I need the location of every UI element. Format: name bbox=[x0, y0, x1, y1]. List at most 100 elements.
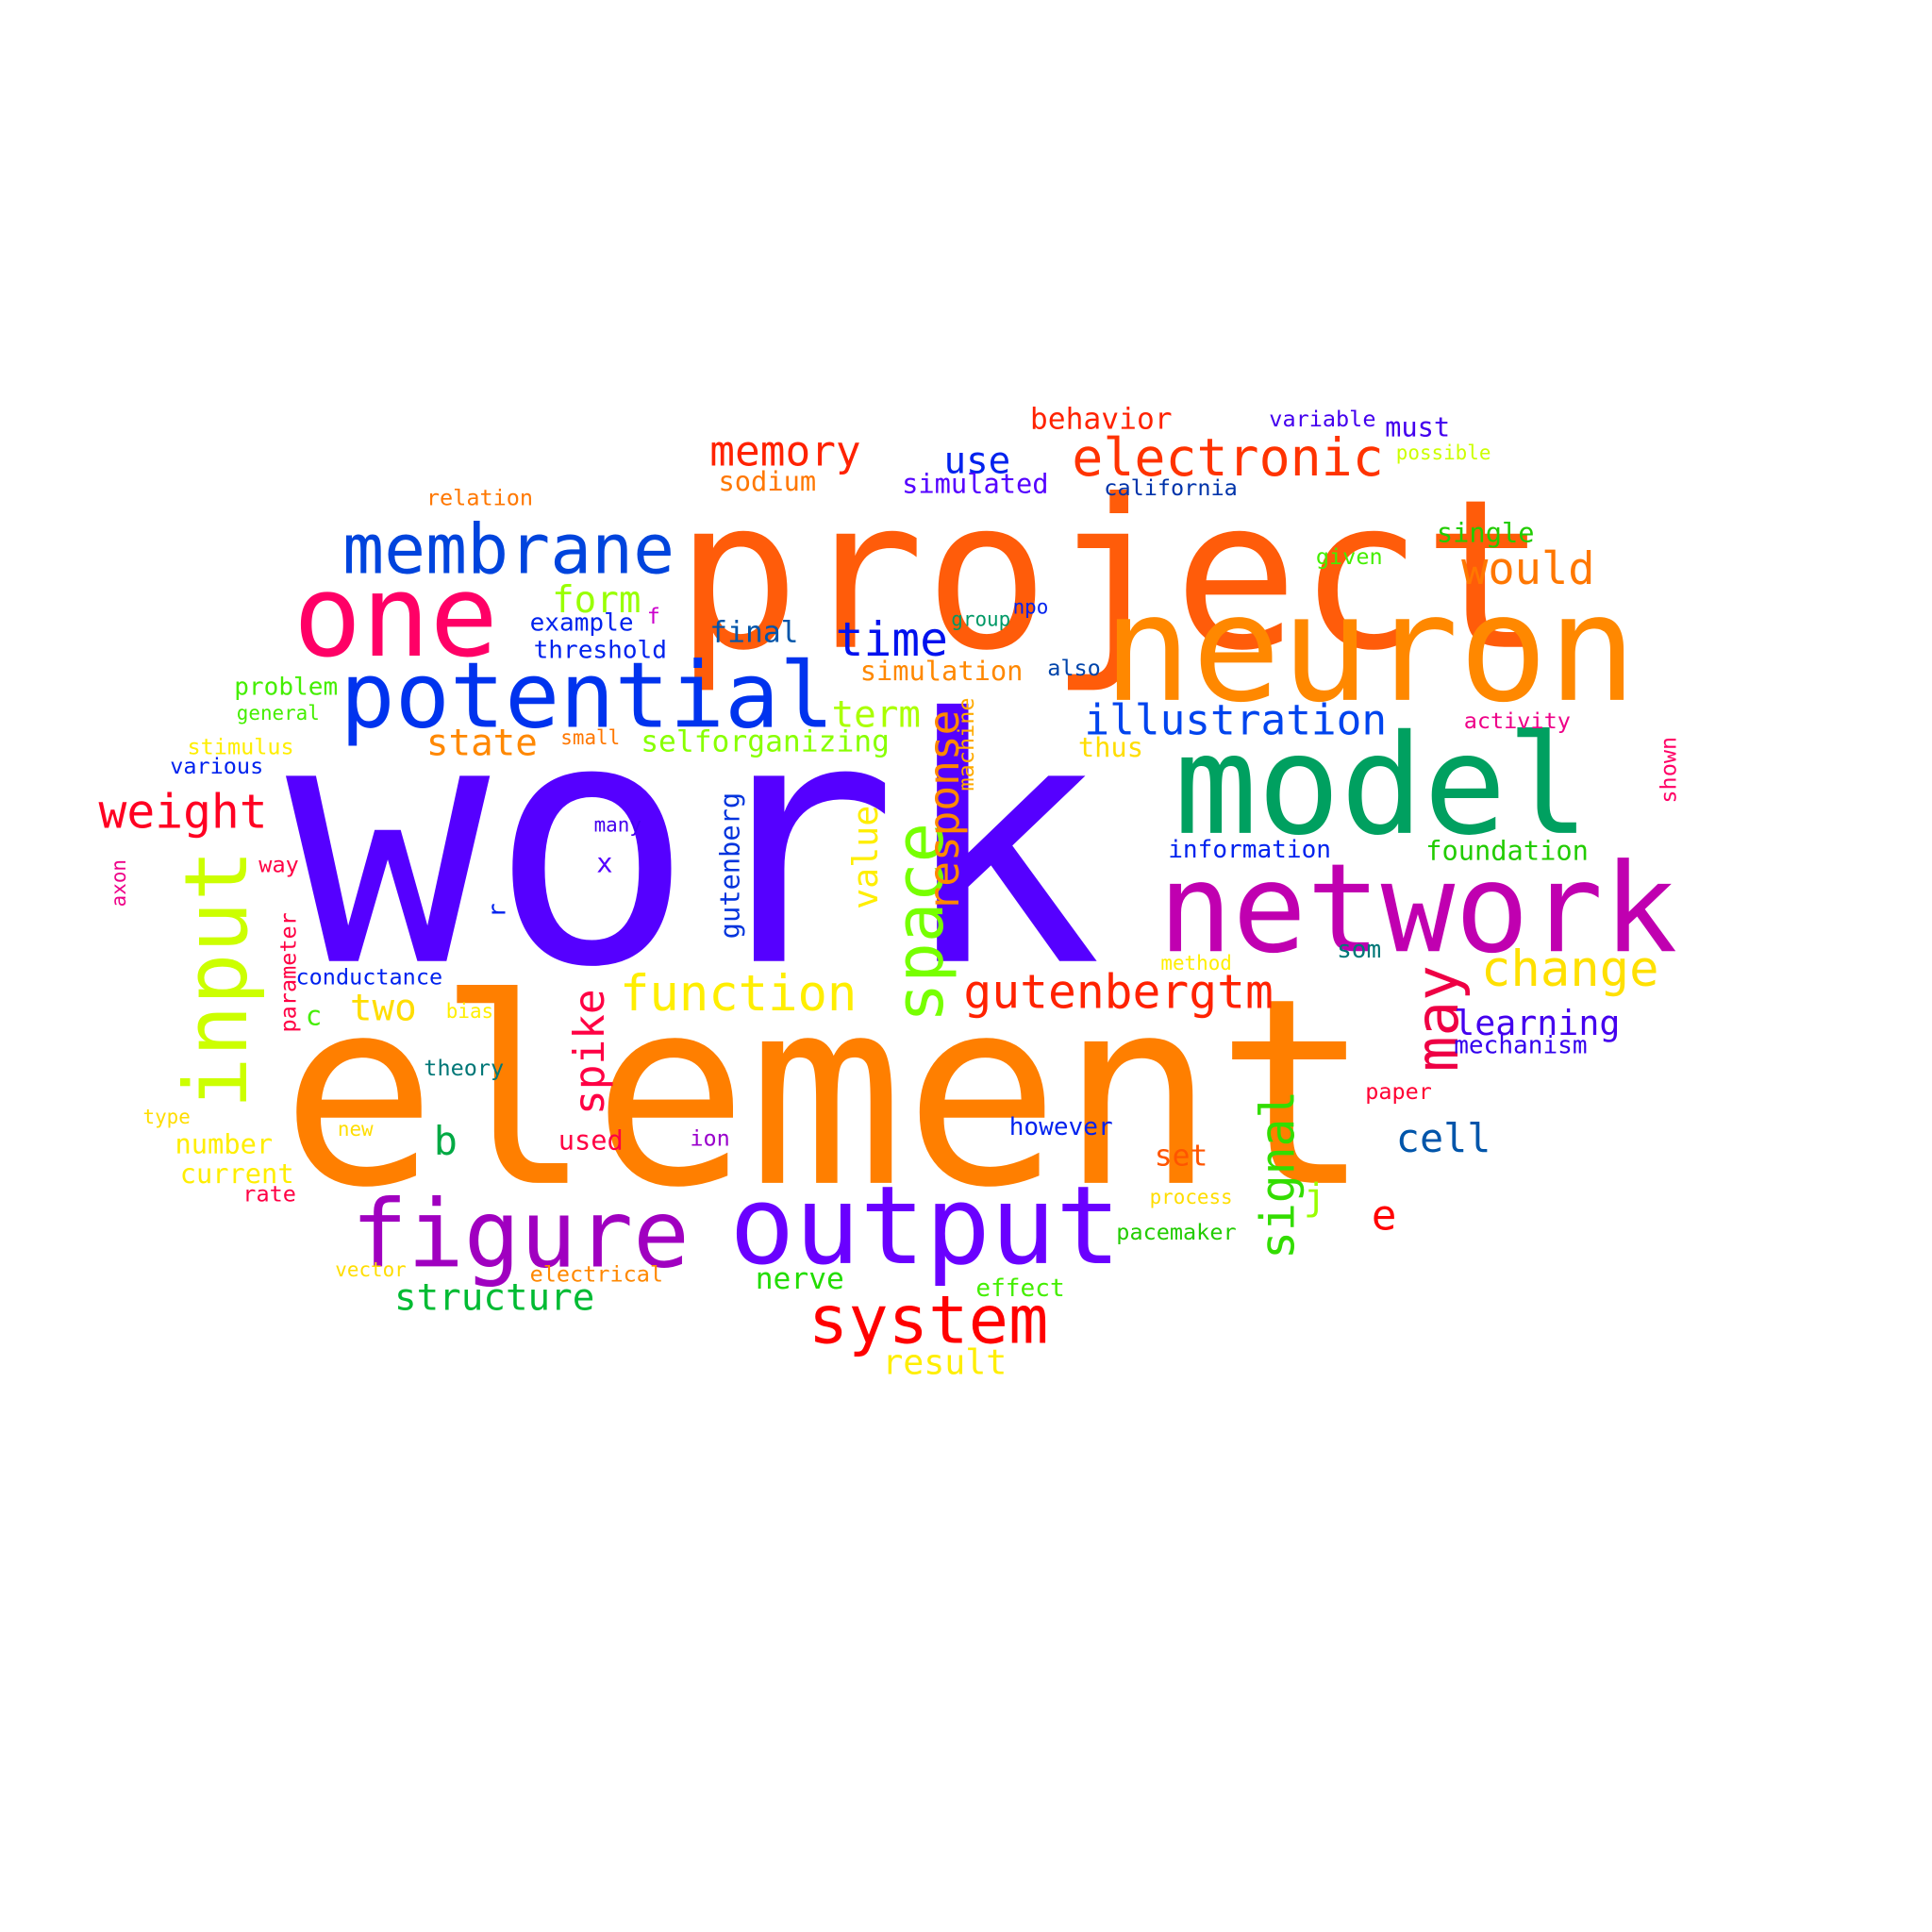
word-foundation: foundation bbox=[1425, 835, 1589, 867]
word-shown: shown bbox=[1655, 737, 1681, 804]
word-network: network bbox=[1158, 837, 1677, 980]
word-group: group bbox=[951, 608, 1010, 631]
word-value: value bbox=[845, 806, 886, 909]
word-change: change bbox=[1481, 941, 1659, 998]
word-weight: weight bbox=[99, 785, 268, 840]
word-selforganizing: selforganizing bbox=[641, 725, 890, 759]
word-parameter: parameter bbox=[275, 912, 302, 1032]
word-signal: signal bbox=[1250, 1091, 1305, 1259]
word-gutenbergtm: gutenbergtm bbox=[963, 964, 1273, 1019]
word-work: work bbox=[286, 647, 1102, 1041]
word-c: c bbox=[306, 1000, 322, 1032]
word-given: given bbox=[1316, 543, 1383, 570]
word-general: general bbox=[237, 702, 320, 724]
word-simulated: simulated bbox=[902, 467, 1048, 499]
word-function: function bbox=[620, 966, 857, 1023]
word-membrane: membrane bbox=[342, 509, 675, 590]
word-small: small bbox=[560, 726, 620, 749]
word-time: time bbox=[836, 612, 948, 667]
word-structure: structure bbox=[394, 1276, 594, 1319]
word-problem: problem bbox=[234, 674, 338, 702]
word-project: project bbox=[675, 455, 1548, 696]
word-model: model bbox=[1174, 705, 1590, 866]
word-memory: memory bbox=[709, 428, 860, 476]
word-thus: thus bbox=[1078, 731, 1143, 763]
word-one: one bbox=[293, 551, 498, 683]
word-neuron: neuron bbox=[1103, 563, 1637, 735]
word-however: however bbox=[1009, 1113, 1113, 1141]
word-two: two bbox=[350, 988, 417, 1030]
word-must: must bbox=[1385, 410, 1450, 442]
word-result: result bbox=[882, 1341, 1007, 1382]
word-ion: ion bbox=[690, 1125, 729, 1152]
word-used: used bbox=[558, 1124, 624, 1157]
word-way: way bbox=[258, 852, 298, 878]
word-x: x bbox=[596, 847, 612, 879]
word-r: r bbox=[484, 903, 512, 918]
word-axon: axon bbox=[108, 859, 130, 907]
word-final: final bbox=[709, 616, 798, 650]
word-california: california bbox=[1104, 475, 1237, 501]
word-behavior: behavior bbox=[1030, 403, 1173, 437]
word-input: input bbox=[166, 849, 267, 1108]
word-current: current bbox=[180, 1158, 294, 1190]
word-information: information bbox=[1168, 836, 1331, 864]
word-stimulus: stimulus bbox=[188, 733, 294, 759]
word-cell: cell bbox=[1396, 1115, 1491, 1161]
word-mechanism: mechanism bbox=[1454, 1032, 1587, 1060]
word-many: many bbox=[594, 814, 641, 837]
word-set: set bbox=[1155, 1140, 1208, 1174]
word-b: b bbox=[434, 1118, 458, 1164]
word-electronic: electronic bbox=[1072, 427, 1383, 488]
word-space: space bbox=[881, 823, 958, 1023]
word-single: single bbox=[1437, 517, 1535, 549]
word-som: som bbox=[1337, 936, 1381, 964]
word-form: form bbox=[552, 579, 641, 622]
word-figure: figure bbox=[351, 1181, 690, 1290]
word-j: j bbox=[1304, 1177, 1326, 1220]
word-spike: spike bbox=[566, 989, 614, 1115]
word-electrical: electrical bbox=[530, 1260, 663, 1287]
word-pacemaker: pacemaker bbox=[1116, 1219, 1236, 1245]
word-learning: learning bbox=[1454, 1003, 1620, 1043]
word-may: may bbox=[1403, 965, 1472, 1072]
word-state: state bbox=[426, 723, 538, 765]
word-gutenberg: gutenberg bbox=[714, 792, 746, 939]
word-illustration: illustration bbox=[1084, 696, 1387, 744]
word-response: response bbox=[921, 710, 969, 912]
word-element: element bbox=[281, 942, 1372, 1244]
word-method: method bbox=[1160, 952, 1231, 974]
word-conductance: conductance bbox=[296, 964, 443, 991]
word-vector: vector bbox=[335, 1258, 406, 1281]
word-possible: possible bbox=[1396, 441, 1491, 464]
word-threshold: threshold bbox=[534, 637, 667, 665]
word-rate: rate bbox=[242, 1181, 296, 1208]
word-paper: paper bbox=[1365, 1078, 1432, 1105]
word-use: use bbox=[944, 441, 1011, 483]
word-npo: npo bbox=[1013, 595, 1049, 618]
word-output: output bbox=[729, 1163, 1121, 1290]
word-various: various bbox=[170, 753, 263, 779]
word-machine: machine bbox=[953, 697, 979, 791]
word-would: would bbox=[1461, 543, 1594, 595]
word-activity: activity bbox=[1464, 708, 1571, 734]
word-type: type bbox=[143, 1106, 191, 1128]
word-relation: relation bbox=[426, 485, 533, 511]
word-sodium: sodium bbox=[719, 465, 817, 497]
word-number: number bbox=[175, 1128, 274, 1160]
word-term: term bbox=[832, 694, 921, 737]
word-nerve: nerve bbox=[756, 1262, 844, 1296]
word-example: example bbox=[530, 609, 634, 638]
word-effect: effect bbox=[975, 1274, 1064, 1303]
word-variable: variable bbox=[1269, 406, 1375, 432]
word-system: system bbox=[808, 1282, 1049, 1359]
word-new: new bbox=[338, 1118, 374, 1141]
word-simulation: simulation bbox=[860, 655, 1024, 687]
word-theory: theory bbox=[424, 1055, 504, 1081]
word-bias: bias bbox=[446, 1000, 493, 1023]
word-also: also bbox=[1047, 655, 1101, 681]
word-f: f bbox=[647, 603, 660, 629]
word-potential: potential bbox=[341, 642, 835, 749]
word-e: e bbox=[1372, 1192, 1397, 1241]
